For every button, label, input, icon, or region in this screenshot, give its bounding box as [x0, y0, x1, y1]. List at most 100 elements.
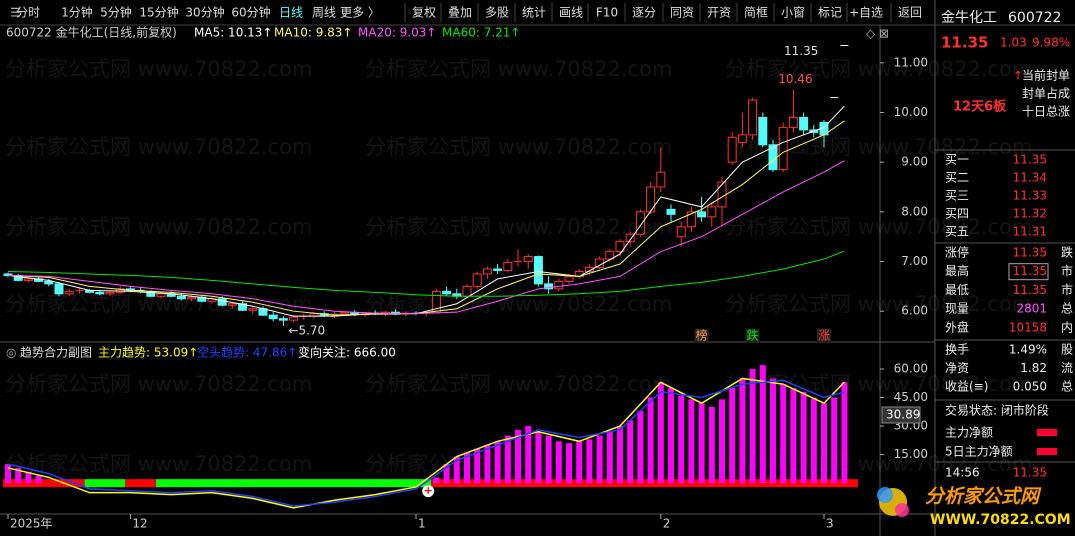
- stat-cut: 跌: [1061, 245, 1073, 260]
- stat-cut: 市: [1061, 263, 1073, 278]
- bar: [5, 464, 11, 484]
- watermark: 分析家公式网 www.70822.com: [365, 135, 672, 159]
- toolbar-item[interactable]: 返回: [898, 6, 922, 20]
- candle-body: [217, 298, 227, 306]
- stat-cut: 内: [1061, 320, 1073, 334]
- bar: [545, 435, 552, 484]
- bar: [515, 429, 521, 484]
- bar: [698, 403, 705, 484]
- flow-label: 5日主力净额: [945, 445, 1013, 459]
- toolbar-item[interactable]: 30分钟: [185, 5, 224, 20]
- streak: 12天6板: [953, 99, 1007, 115]
- stat-label: 现量: [945, 302, 969, 316]
- x-tick-label: 2: [663, 517, 671, 531]
- watermark: 分析家公式网 www.70822.com: [365, 372, 672, 396]
- candle-body: [23, 278, 33, 281]
- watermark: 分析家公式网 www.70822.com: [725, 215, 1032, 239]
- ma-line: [7, 160, 845, 315]
- watermark: 分析家公式网 www.70822.com: [365, 215, 672, 239]
- y-tick-label: 9.00: [901, 155, 928, 169]
- candle-body: [238, 303, 248, 311]
- bar: [453, 456, 460, 484]
- x-tick-label: 2025年: [10, 517, 53, 531]
- marker-box: [694, 329, 709, 343]
- stat-label: 涨停: [945, 245, 969, 260]
- toolbar-item[interactable]: F10: [596, 6, 618, 20]
- annotation: 11.35: [784, 44, 818, 58]
- stat-value: 1.49%: [1009, 343, 1047, 357]
- watermarks: 分析家公式网 www.70822.com 分析家公式网 www.70822.com…: [5, 57, 1032, 476]
- candle-body: [758, 116, 768, 146]
- signal-strip: [431, 479, 858, 488]
- bar: [708, 407, 715, 484]
- toolbar-item[interactable]: 多股: [485, 6, 509, 20]
- candle-body: [615, 241, 625, 253]
- toolbar-item[interactable]: 15分钟: [139, 5, 178, 20]
- candle-body: [686, 211, 696, 228]
- toolbar-item[interactable]: 小窗: [781, 6, 805, 20]
- bar: [433, 477, 440, 484]
- toolbar-item[interactable]: 日线: [279, 6, 303, 20]
- bid-label: 买三: [945, 189, 969, 203]
- bar: [831, 397, 838, 484]
- stat-value: 11.35: [1013, 283, 1047, 297]
- toolbar-item[interactable]: 60分钟: [231, 5, 270, 20]
- candle-body: [176, 295, 186, 300]
- toolbar-item[interactable]: 逐分: [632, 6, 656, 20]
- logo-name: 分析家公式网: [925, 486, 1042, 508]
- stat-cut: 总: [1061, 302, 1073, 316]
- stat-cut: 股: [1061, 343, 1073, 357]
- bar: [464, 452, 470, 484]
- watermark: 分析家公式网 www.70822.com: [5, 57, 312, 81]
- stat-value: 10158: [1009, 320, 1047, 334]
- stat-label: 换手: [945, 343, 969, 357]
- toolbar-item[interactable]: 更多 〉: [340, 6, 380, 20]
- y-tick-label: 7.00: [901, 254, 928, 268]
- toolbar-item[interactable]: 同资: [670, 6, 694, 20]
- x-tick-label: 1: [418, 517, 426, 531]
- toolbar-item[interactable]: 统计: [522, 6, 546, 20]
- toolbar-item[interactable]: 画线: [559, 6, 583, 20]
- annotation: 10.46: [778, 72, 812, 86]
- toolbar-item[interactable]: 简框: [744, 6, 768, 20]
- candle-body: [635, 211, 645, 235]
- stock-name: 金牛化工: [941, 10, 997, 26]
- toolbar-item[interactable]: 1分钟: [61, 5, 93, 20]
- candle-body: [493, 268, 503, 271]
- menu-icon[interactable]: ☰: [10, 6, 21, 20]
- stat-label: 净资: [945, 361, 969, 375]
- toolbar-item[interactable]: 周线: [312, 6, 336, 20]
- toolbar-item[interactable]: +自选: [849, 6, 883, 20]
- signal-icon: +: [424, 484, 433, 497]
- signal-strip: [156, 479, 432, 488]
- stat-value: 1.82: [1020, 361, 1047, 375]
- bid-price: 11.35: [1013, 153, 1047, 167]
- toolbar-item[interactable]: 开资: [707, 6, 731, 20]
- candle-body: [95, 291, 105, 295]
- change: 1.03: [1000, 36, 1027, 50]
- bar: [535, 431, 542, 484]
- candle-body: [503, 262, 513, 271]
- toolbar-item[interactable]: 叠加: [448, 6, 472, 20]
- bar: [780, 384, 787, 484]
- marker: 涨: [818, 328, 830, 343]
- x-tick-label: 12: [132, 517, 147, 531]
- toolbar-item[interactable]: 分时: [16, 6, 40, 20]
- tool-icons[interactable]: ◇ ⊠: [866, 27, 889, 41]
- watermark: 分析家公式网 www.70822.com: [725, 372, 1032, 396]
- bar: [525, 426, 532, 484]
- trend-line: [7, 379, 845, 507]
- sub-label: 变向关注: 666.00: [298, 345, 396, 360]
- toolbar-item[interactable]: 标记: [818, 6, 842, 20]
- content: 分时 1分钟 5分钟 15分钟 30分钟 60分钟 日线 周线 更多 〉 复权 叠加 多股 统计 画线 F1…: [3, 3, 1075, 536]
- candle-body: [737, 134, 747, 143]
- toolbar-item[interactable]: 复权: [412, 6, 436, 20]
- y-tick-label: 8.00: [901, 204, 928, 218]
- bar: [800, 391, 807, 484]
- bar: [596, 435, 603, 484]
- bid-label: 买二: [945, 171, 969, 185]
- pct: 9.98%: [1032, 36, 1070, 50]
- toolbar-item[interactable]: 5分钟: [100, 5, 132, 20]
- candle-body: [442, 290, 452, 295]
